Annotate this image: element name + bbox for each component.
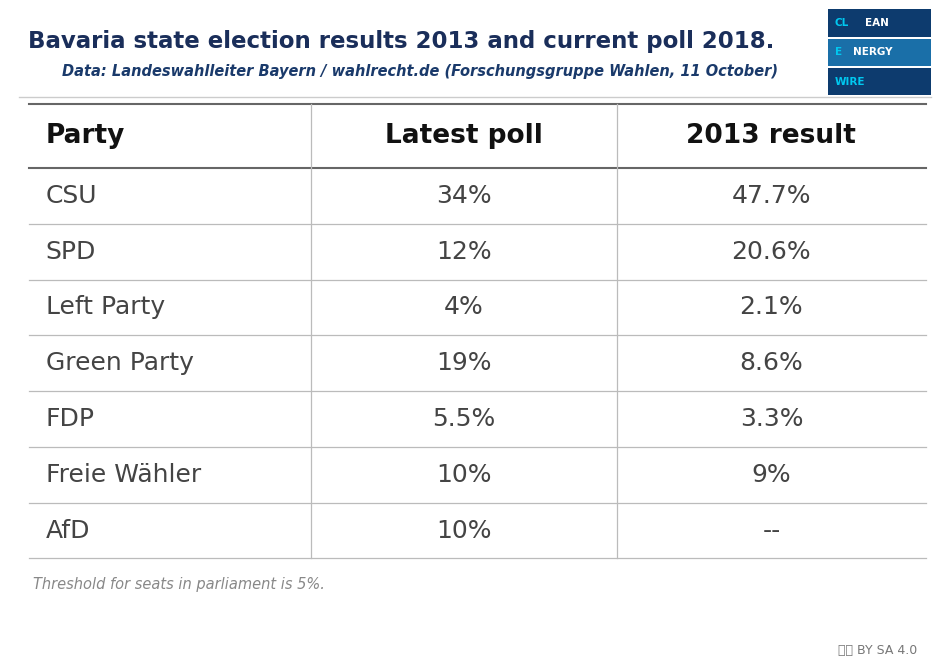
Text: EAN: EAN [865, 18, 889, 28]
Text: WIRE: WIRE [834, 77, 865, 87]
Text: Latest poll: Latest poll [385, 123, 542, 149]
Text: CL: CL [834, 18, 848, 28]
Text: 2013 result: 2013 result [687, 123, 856, 149]
Text: Threshold for seats in parliament is 5%.: Threshold for seats in parliament is 5%. [33, 577, 325, 592]
Text: 8.6%: 8.6% [739, 351, 804, 375]
Text: 9%: 9% [751, 463, 791, 487]
Text: 12%: 12% [436, 240, 492, 263]
Text: E: E [834, 48, 842, 57]
Text: 10%: 10% [436, 519, 492, 542]
Text: 34%: 34% [436, 184, 492, 208]
Text: 10%: 10% [436, 463, 492, 487]
Bar [828, 39, 931, 66]
Text: AfD: AfD [46, 519, 90, 542]
Text: Data: Landeswahlleiter Bayern / wahlrecht.de (Forschungsgruppe Wahlen, 11 Octobe: Data: Landeswahlleiter Bayern / wahlrech… [62, 64, 778, 79]
Bar [828, 9, 931, 37]
Text: 3.3%: 3.3% [740, 407, 803, 431]
Text: 5.5%: 5.5% [432, 407, 496, 431]
Text: --: -- [762, 519, 781, 542]
Text: Left Party: Left Party [46, 296, 164, 319]
Text: CSU: CSU [46, 184, 97, 208]
Text: 47.7%: 47.7% [732, 184, 811, 208]
Text: Bavaria state election results 2013 and current poll 2018.: Bavaria state election results 2013 and … [28, 30, 775, 53]
Text: Green Party: Green Party [46, 351, 194, 375]
Text: 20.6%: 20.6% [732, 240, 811, 263]
Text: Freie Wähler: Freie Wähler [46, 463, 200, 487]
Text: NERGY: NERGY [853, 48, 892, 57]
Text: 2.1%: 2.1% [740, 296, 803, 319]
Text: ⒸⓈ BY SA 4.0: ⒸⓈ BY SA 4.0 [838, 644, 917, 657]
Text: FDP: FDP [46, 407, 95, 431]
Text: 19%: 19% [436, 351, 492, 375]
Text: 4%: 4% [444, 296, 484, 319]
Text: Party: Party [46, 123, 125, 149]
Bar [828, 68, 931, 95]
Text: SPD: SPD [46, 240, 96, 263]
